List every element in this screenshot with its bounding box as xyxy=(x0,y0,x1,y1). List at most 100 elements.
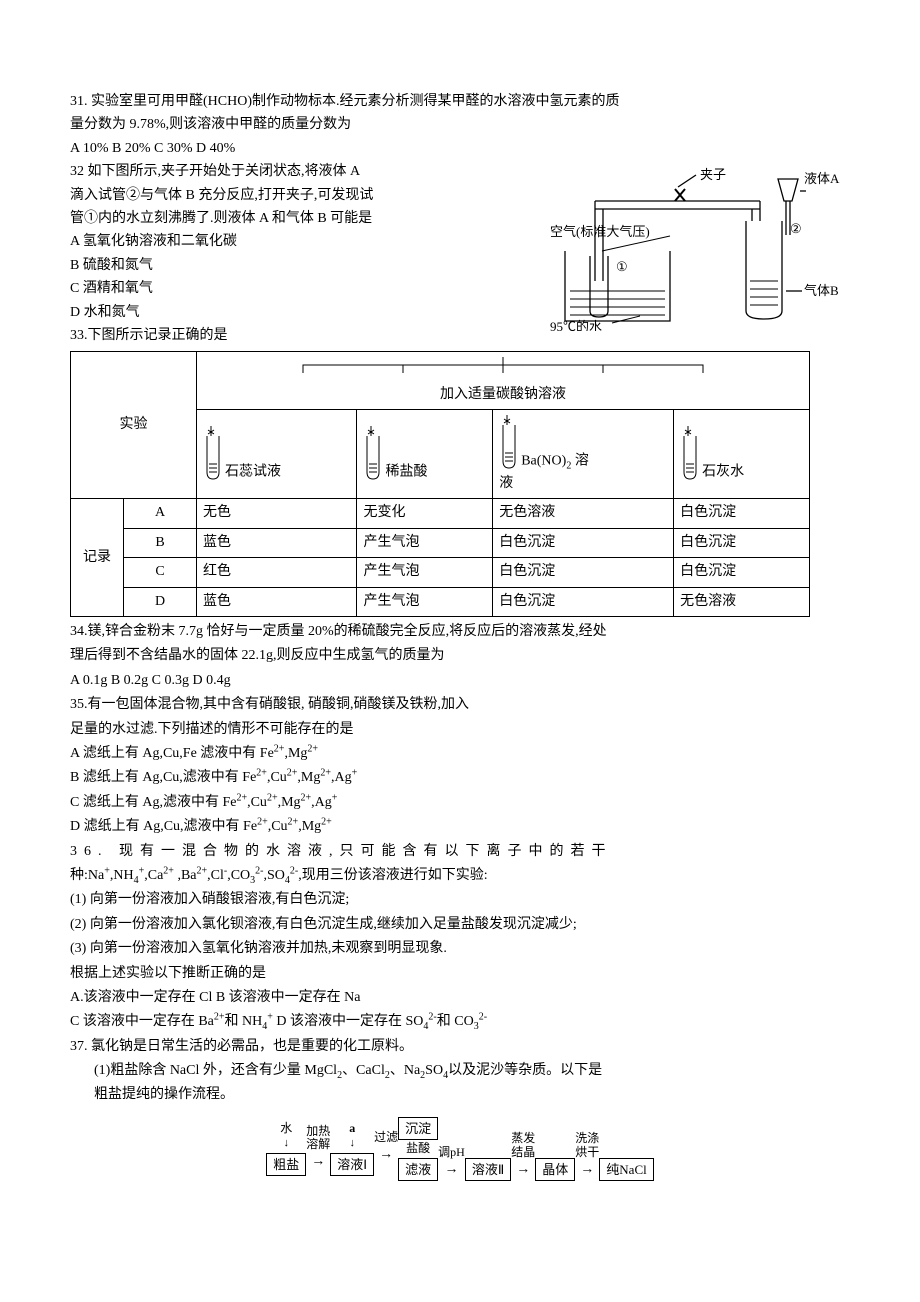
label-yetiA: 液体A xyxy=(804,171,840,186)
q33-col1: 石蕊试液 xyxy=(197,410,357,499)
question-31: 31. 实验室里可用甲醛(HCHO)制作动物标本.经元素分析测得某甲醛的水溶液中… xyxy=(70,91,850,160)
q33-r3c1: 蓝色 xyxy=(197,587,357,616)
q35-a: A 滤纸上有 Ag,Cu,Fe 滤液中有 Fe2+,Mg2+ xyxy=(70,743,850,765)
flow-box-lvye: 滤液 xyxy=(398,1158,438,1182)
flow-xidi-label: 洗涤烘干 xyxy=(575,1132,599,1158)
q35-b: B 滤纸上有 Ag,Cu,滤液中有 Fe2+,Cu2+,Mg2+,Ag+ xyxy=(70,767,850,789)
q35-d: D 滤纸上有 Ag,Cu,滤液中有 Fe2+,Cu2+,Mg2+ xyxy=(70,816,850,838)
q36-e2: (2) 向第一份溶液加入氯化钡溶液,有白色沉淀生成,继续加入足量盐酸发现沉淀减少… xyxy=(70,914,850,936)
q33-r0c4: 白色沉淀 xyxy=(674,499,810,528)
q32-l1: 32 如下图所示,夹子开始处于关闭状态,将液体 A xyxy=(70,161,490,183)
q35-l2: 足量的水过滤.下列描述的情形不可能存在的是 xyxy=(70,719,850,741)
flow-box-rongI: 溶液Ⅰ xyxy=(330,1153,374,1177)
label-one: ① xyxy=(616,259,628,274)
q33-col1-label: 石蕊试液 xyxy=(225,465,281,480)
q33-r1c4: 白色沉淀 xyxy=(674,528,810,557)
q34-opts: A 0.1g B 0.2g C 0.3g D 0.4g xyxy=(70,670,850,692)
q33-col4: 石灰水 xyxy=(674,410,810,499)
table-row: B 蓝色 产生气泡 白色沉淀 白色沉淀 xyxy=(71,528,810,557)
label-95water: 95℃的水 xyxy=(550,319,602,331)
q35-l1: 35.有一包固体混合物,其中含有硝酸银, 硝酸铜,硝酸镁及铁粉,加入 xyxy=(70,694,850,716)
q37-l3: 粗盐提纯的操作流程。 xyxy=(70,1084,850,1106)
table-row: D 蓝色 产生气泡 白色沉淀 无色溶液 xyxy=(71,587,810,616)
test-tube-icon xyxy=(680,424,700,484)
q33-col2: 稀盐酸 xyxy=(357,410,493,499)
q34-l2: 理后得到不含结晶水的固体 22.1g,则反应中生成氢气的质量为 xyxy=(70,645,850,667)
q33-r1c2: 产生气泡 xyxy=(357,528,493,557)
q31-line1: 31. 实验室里可用甲醛(HCHO)制作动物标本.经元素分析测得某甲醛的水溶液中… xyxy=(70,91,850,113)
q33-cell-exp: 实验 xyxy=(71,352,197,499)
q33-header-text: 加入适量碳酸钠溶液 xyxy=(440,387,566,402)
q33-r0c0: A xyxy=(124,499,197,528)
question-32: 32 如下图所示,夹子开始处于关闭状态,将液体 A 滴入试管②与气体 B 充分反… xyxy=(70,161,850,324)
q33-r2c3: 白色沉淀 xyxy=(493,558,674,587)
q32-l2: 滴入试管②与气体 B 充分反应,打开夹子,可发现试 xyxy=(70,185,490,207)
q33-col3: Ba(NO)2 溶液 xyxy=(493,410,674,499)
q33-r2c2: 产生气泡 xyxy=(357,558,493,587)
test-tube-icon xyxy=(499,413,519,473)
flow-box-chendian: 沉淀 xyxy=(398,1117,438,1141)
q37-l2: (1)粗盐除含 NaCl 外，还含有少量 MgCl2、CaCl2、Na2SO4以… xyxy=(70,1060,850,1082)
q33-r1c1: 蓝色 xyxy=(197,528,357,557)
label-two: ② xyxy=(790,221,802,236)
q36-opt-ab: A.该溶液中一定存在 Cl B 该溶液中一定存在 Na xyxy=(70,987,850,1009)
q33-r3c3: 白色沉淀 xyxy=(493,587,674,616)
question-35: 35.有一包固体混合物,其中含有硝酸银, 硝酸铜,硝酸镁及铁粉,加入 足量的水过… xyxy=(70,694,850,838)
q32-apparatus-diagram: 夹子 液体A 空气(标准大气压) ① ② 95℃的水 气体B xyxy=(550,161,840,331)
q34-l1: 34.镁,锌合金粉末 7.7g 恰好与一定质量 20%的稀硫酸完全反应,将反应后… xyxy=(70,621,850,643)
q33-col2-label: 稀盐酸 xyxy=(385,465,427,480)
question-34: 34.镁,锌合金粉末 7.7g 恰好与一定质量 20%的稀硫酸完全反应,将反应后… xyxy=(70,621,850,692)
flow-yansuan-label: 盐酸 xyxy=(406,1142,430,1155)
bracket-icon xyxy=(293,355,713,375)
q33-r2c4: 白色沉淀 xyxy=(674,558,810,587)
q33-col4-label: 石灰水 xyxy=(702,465,744,480)
flow-box-rongII: 溶液Ⅱ xyxy=(465,1158,511,1182)
q32-l3: 管①内的水立刻沸腾了.则液体 A 和气体 B 可能是 xyxy=(70,208,490,230)
flow-zhengfa-label: 蒸发结晶 xyxy=(511,1132,535,1158)
q31-options: A 10% B 20% C 30% D 40% xyxy=(70,138,850,160)
table-row: 记录 A 无色 无变化 无色溶液 白色沉淀 xyxy=(71,499,810,528)
q32-opt-d: D 水和氮气 xyxy=(70,302,490,324)
q33-col3-b: 溶 xyxy=(571,454,589,469)
q33-col3-c: 液 xyxy=(499,476,513,491)
q37-flowchart: 水 ↓ 粗盐 加热溶解→ a ↓ 溶液Ⅰ 过滤→ 沉淀 盐酸 滤液 调pH→ 溶… xyxy=(70,1117,850,1181)
q33-r3c0: D xyxy=(124,587,197,616)
q33-r0c2: 无变化 xyxy=(357,499,493,528)
q36-e1: (1) 向第一份溶液加入硝酸银溶液,有白色沉淀; xyxy=(70,889,850,911)
q33-table: 实验 加入适量碳酸钠溶液 石蕊试液 稀盐酸 Ba(NO)2 溶液 石灰水 xyxy=(70,351,810,617)
q33-r2c1: 红色 xyxy=(197,558,357,587)
question-37: 37. 氯化钠是日常生活的必需品，也是重要的化工原料。 (1)粗盐除含 NaCl… xyxy=(70,1036,850,1182)
table-row: C 红色 产生气泡 白色沉淀 白色沉淀 xyxy=(71,558,810,587)
q33-r1c0: B xyxy=(124,528,197,557)
label-jiazi: 夹子 xyxy=(700,167,726,182)
q37-l1: 37. 氯化钠是日常生活的必需品，也是重要的化工原料。 xyxy=(70,1036,850,1058)
q36-l2: 种:Na+,NH4+,Ca2+ ,Ba2+,Cl-,CO32-,SO42-,现用… xyxy=(70,865,850,887)
flow-water-label: 水 xyxy=(280,1122,292,1135)
q36-l1: 36. 现有一混合物的水溶液,只可能含有以下离子中的若干 xyxy=(70,841,850,863)
q33-r0c3: 无色溶液 xyxy=(493,499,674,528)
test-tube-icon xyxy=(203,424,223,484)
flow-box-jingti: 晶体 xyxy=(535,1158,575,1182)
q33-r3c4: 无色溶液 xyxy=(674,587,810,616)
flow-jiare-label: 加热溶解 xyxy=(306,1125,330,1151)
q33-r1c3: 白色沉淀 xyxy=(493,528,674,557)
flow-guolv-label: 过滤 xyxy=(374,1131,398,1144)
flow-box-cuyan: 粗盐 xyxy=(266,1153,306,1177)
flow-a-label: a xyxy=(349,1121,355,1135)
question-33: 33.下图所示记录正确的是 实验 加入适量碳酸钠溶液 石蕊试液 稀盐酸 Ba(N… xyxy=(70,325,850,617)
q31-line2: 量分数为 9.78%,则该溶液中甲醛的质量分数为 xyxy=(70,114,850,136)
label-qitiB: 气体B xyxy=(804,283,839,298)
q36-opt-cd: C 该溶液中一定存在 Ba2+和 NH4+ D 该溶液中一定存在 SO42-和 … xyxy=(70,1011,850,1033)
test-tube-icon xyxy=(363,424,383,484)
q33-r0c1: 无色 xyxy=(197,499,357,528)
q35-c: C 滤纸上有 Ag,滤液中有 Fe2+,Cu2+,Mg2+,Ag+ xyxy=(70,792,850,814)
flow-box-nacl: 纯NaCl xyxy=(599,1158,653,1182)
q36-l3: 根据上述实验以下推断正确的是 xyxy=(70,963,850,985)
q32-opt-c: C 酒精和氧气 xyxy=(70,278,490,300)
label-kongqi: 空气(标准大气压) xyxy=(550,224,650,239)
q33-r2c0: C xyxy=(124,558,197,587)
q32-opt-a: A 氢氧化钠溶液和二氧化碳 xyxy=(70,231,490,253)
question-36: 36. 现有一混合物的水溶液,只可能含有以下离子中的若干 种:Na+,NH4+,… xyxy=(70,841,850,1034)
flow-tiaoph-label: 调pH xyxy=(438,1146,465,1159)
q33-rec-label: 记录 xyxy=(71,499,124,617)
